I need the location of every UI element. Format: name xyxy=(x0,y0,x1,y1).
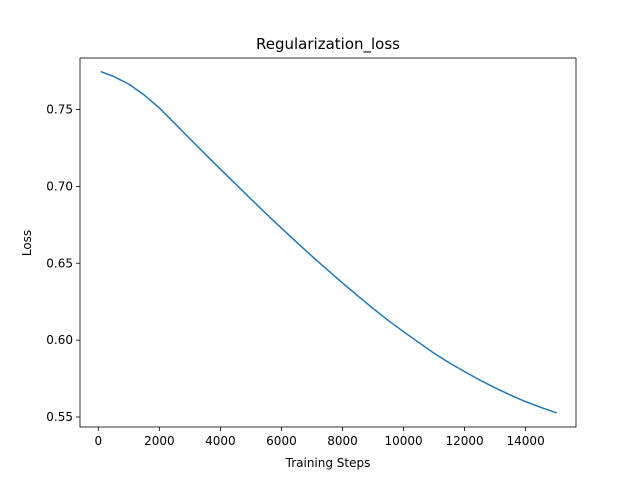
x-tick-label: 2000 xyxy=(144,434,175,448)
x-tick-label: 10000 xyxy=(384,434,422,448)
y-tick-label: 0.55 xyxy=(46,410,73,424)
x-axis-label: Training Steps xyxy=(285,456,371,470)
plot-frame xyxy=(79,57,577,428)
x-tick-label: 4000 xyxy=(205,434,236,448)
x-tick-label: 14000 xyxy=(507,434,545,448)
y-tick-label: 0.75 xyxy=(46,103,73,117)
y-axis-label: Loss xyxy=(20,230,34,256)
y-tick-label: 0.65 xyxy=(46,256,73,270)
x-tick-label: 12000 xyxy=(445,434,483,448)
x-tick-label: 0 xyxy=(94,434,102,448)
x-axis: 0 2000 4000 6000 8000 10000 12000 14000 xyxy=(94,427,545,448)
plot-area xyxy=(100,70,558,414)
y-tick-label: 0.70 xyxy=(46,179,73,193)
x-tick-label: 8000 xyxy=(327,434,358,448)
x-tick-label: 6000 xyxy=(266,434,297,448)
y-tick-label: 0.60 xyxy=(46,333,73,347)
chart-title: Regularization_loss xyxy=(256,35,400,54)
series-line-0 xyxy=(100,70,558,414)
y-axis: 0.55 0.60 0.65 0.70 0.75 xyxy=(46,103,80,424)
